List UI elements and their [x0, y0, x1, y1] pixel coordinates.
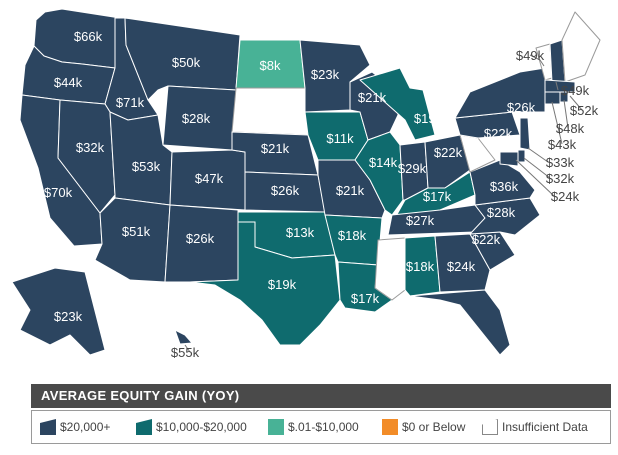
callout-line-ct: [551, 101, 563, 145]
callout-line-nj: [527, 147, 549, 163]
legend-swatch-0-10k: [268, 419, 284, 435]
callout-line-md: [515, 159, 555, 197]
value-label-ak: $23k: [54, 309, 83, 324]
value-label-ut: $53k: [132, 159, 161, 174]
legend-item-0-or-below: $0 or Below: [382, 411, 465, 443]
legend-label-0-or-below: $0 or Below: [402, 420, 466, 434]
value-label-mo: $21k: [336, 183, 365, 198]
legend-title: AVERAGE EQUITY GAIN (YOY): [31, 384, 611, 408]
value-label-nv: $32k: [76, 140, 105, 155]
value-label-nc: $28k: [487, 205, 516, 220]
legend-swatch-20k-plus: [40, 419, 56, 435]
callout-line-nh: [555, 81, 559, 91]
state-ga: [434, 233, 491, 293]
value-label-tn: $27k: [406, 213, 435, 228]
value-label-mi: $19k: [414, 111, 443, 126]
legend-item-20k-plus: $20,000+: [40, 411, 110, 443]
legend-item-0-10k: $.01-$10,000: [268, 411, 359, 443]
value-label-or: $44k: [54, 75, 83, 90]
value-label-mn: $23k: [311, 67, 340, 82]
state-az: [94, 197, 171, 283]
value-label-hi: $55k: [171, 345, 200, 360]
value-label-nj: $33k: [546, 155, 575, 170]
legend: $20,000+ $10,000-$20,000 $.01-$10,000 $0…: [31, 410, 611, 444]
state-ct: [544, 91, 561, 105]
callout-line-hi: [184, 344, 191, 353]
value-label-ne: $21k: [261, 141, 290, 156]
state-fl: [409, 289, 511, 356]
state-nj: [519, 117, 531, 151]
state-md: [499, 151, 519, 167]
state-ak: [11, 267, 106, 356]
value-label-co: $47k: [195, 171, 224, 186]
value-label-ny: $26k: [507, 100, 536, 115]
state-mi: [359, 67, 436, 141]
value-label-ar: $18k: [338, 228, 367, 243]
legend-label-20k-plus: $20,000+: [60, 420, 111, 434]
legend-swatch-10k-20k: [136, 419, 152, 435]
value-label-ia: $11k: [326, 131, 354, 146]
value-label-al: $18k: [406, 259, 435, 274]
value-label-nd: $8k: [260, 58, 281, 73]
state-me: [561, 11, 601, 83]
state-hi: [174, 329, 193, 345]
state-de: [517, 149, 526, 163]
legend-swatch-insufficient: [482, 419, 498, 435]
value-label-ga: $24k: [447, 259, 476, 274]
value-label-ok: $13k: [286, 225, 315, 240]
value-label-nm: $26k: [186, 231, 215, 246]
value-label-fl: $26k: [438, 313, 467, 328]
legend-label-0-10k: $.01-$10,000: [288, 420, 359, 434]
value-label-la: $17k: [351, 291, 380, 306]
callout-line-vt: [529, 54, 545, 67]
callout-line-ma: [569, 95, 583, 111]
value-label-ks: $26k: [271, 183, 300, 198]
value-label-ct: $43k: [548, 137, 577, 152]
value-label-va: $36k: [490, 179, 519, 194]
value-label-nh: $49k: [561, 83, 590, 98]
value-label-md: $24k: [551, 189, 580, 204]
value-label-mt: $50k: [172, 55, 201, 70]
value-label-vt: $49k: [516, 48, 545, 63]
value-label-wy: $28k: [182, 111, 211, 126]
value-label-sc: $22k: [472, 232, 501, 247]
legend-swatch-0-or-below: [382, 419, 398, 435]
value-label-tx: $19k: [268, 277, 297, 292]
value-label-ri: $48k: [556, 121, 585, 136]
value-label-il: $14k: [369, 155, 398, 170]
legend-item-10k-20k: $10,000-$20,000: [136, 411, 247, 443]
value-label-wa: $66k: [74, 29, 103, 44]
value-label-in: $29k: [398, 161, 427, 176]
value-label-az: $51k: [122, 224, 151, 239]
value-label-de: $32k: [546, 171, 575, 186]
value-label-pa: $22k: [484, 126, 513, 141]
state-tx: [189, 221, 341, 346]
value-label-oh: $22k: [434, 145, 463, 160]
state-ny: [454, 67, 546, 119]
value-label-wi: $21k: [358, 90, 387, 105]
state-sd: [231, 87, 309, 136]
legend-item-insufficient: Insufficient Data: [482, 411, 588, 443]
state-ms: [374, 237, 406, 301]
us-equity-map: $66k $44k $70k $71k $32k $50k $28k $53k $51k $47k…: [11, 8, 601, 360]
state-nc: [469, 197, 541, 236]
legend-label-10k-20k: $10,000-$20,000: [156, 420, 247, 434]
callout-line-ri: [563, 99, 569, 129]
callout-line-de: [523, 157, 551, 179]
value-label-id: $71k: [116, 95, 145, 110]
value-label-ma: $52k: [570, 103, 599, 118]
state-oh: [424, 134, 471, 189]
value-label-ca: $70k: [44, 185, 73, 200]
state-ma: [544, 79, 576, 93]
value-label-ky: $17k: [423, 189, 452, 204]
legend-label-insufficient: Insufficient Data: [502, 420, 588, 434]
state-al: [404, 235, 441, 297]
